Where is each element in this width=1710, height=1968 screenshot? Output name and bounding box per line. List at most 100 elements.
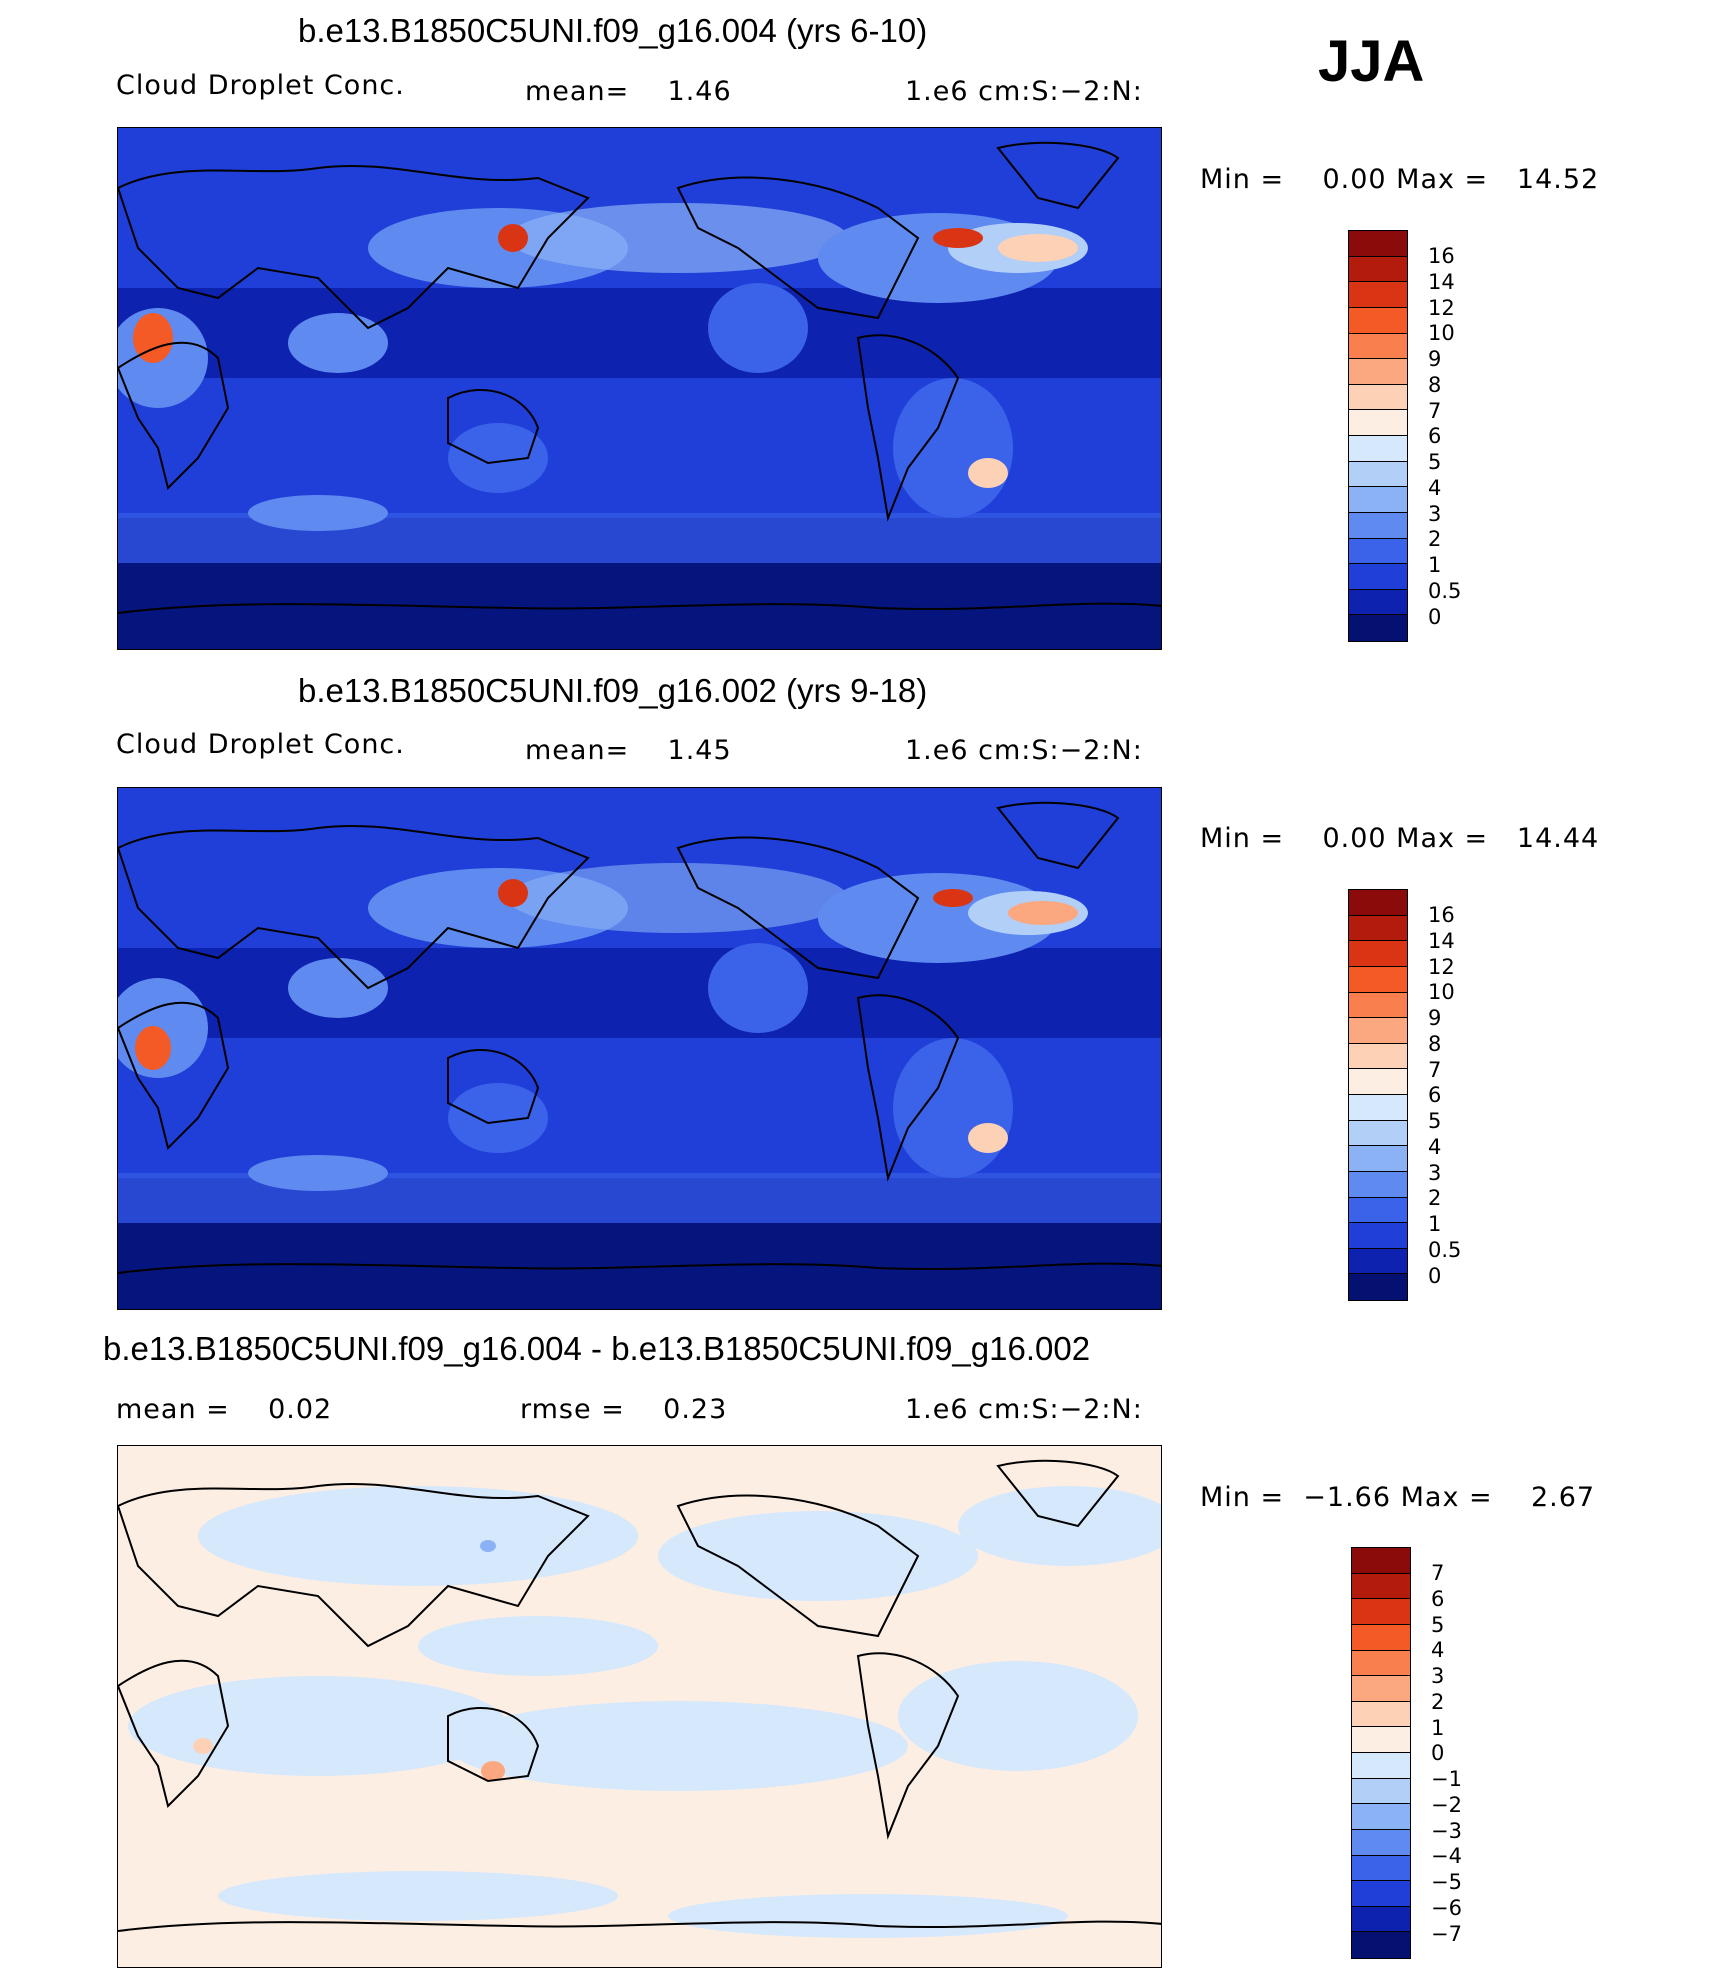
panel-3-colorbar-swatch xyxy=(1352,1753,1410,1779)
panel-1-colorbar-label: 16 xyxy=(1428,244,1455,268)
panel-2-colorbar-swatch xyxy=(1349,890,1407,916)
panel-2-colorbar-label: 2 xyxy=(1428,1186,1442,1211)
panel-3-colorbar xyxy=(1351,1547,1411,1959)
panel-2-colorbar-label: 7 xyxy=(1428,1057,1442,1082)
panel-2-colorbar-label: 8 xyxy=(1428,1031,1442,1056)
panel-2-colorbar-label: 0 xyxy=(1428,1263,1442,1288)
panel-2-colorbar-label: 4 xyxy=(1428,1134,1442,1159)
panel-2-colorbar-swatch xyxy=(1349,1197,1407,1224)
panel-3-colorbar-swatch xyxy=(1352,1804,1410,1830)
panel-2-colorbar-label: 16 xyxy=(1428,903,1455,927)
panel-2-colorbar-swatch xyxy=(1349,1018,1407,1044)
panel-3-colorbar-label: 2 xyxy=(1431,1689,1445,1714)
panel-2-minmax: Min = 0.00 Max = 14.44 xyxy=(1200,823,1600,854)
panel-1-colorbar-label: 2 xyxy=(1428,527,1442,552)
panel-3-colorbar-swatch xyxy=(1352,1650,1410,1677)
panel-2-colorbar-swatch xyxy=(1349,1095,1407,1121)
panel-3-colorbar-label: −5 xyxy=(1431,1870,1462,1894)
panel-1-colorbar-label: 10 xyxy=(1428,321,1455,346)
panel-1-colorbar-label: 0.5 xyxy=(1428,578,1462,603)
panel-2-colorbar-swatch xyxy=(1349,1069,1407,1095)
panel-1-colorbar-label: 7 xyxy=(1428,398,1442,423)
panel-1-variable-label: Cloud Droplet Conc. xyxy=(116,70,405,101)
panel-3-colorbar-swatch xyxy=(1352,1727,1410,1753)
panel-3-title: b.e13.B1850C5UNI.f09_g16.004 - b.e13.B18… xyxy=(103,1330,1091,1367)
panel-3-colorbar-swatch xyxy=(1352,1932,1410,1958)
panel-2-colorbar-label: 12 xyxy=(1428,954,1455,979)
panel-3-colorbar-swatch xyxy=(1352,1778,1410,1805)
panel-2-colorbar-swatch xyxy=(1349,915,1407,942)
panel-1-colorbar-swatch xyxy=(1349,282,1407,308)
panel-3-colorbar-label: −1 xyxy=(1431,1767,1462,1791)
panel-1-colorbar-swatch xyxy=(1349,436,1407,462)
panel-2-colorbar-swatch xyxy=(1349,1223,1407,1249)
panel-1-map xyxy=(117,127,1162,650)
panel-2-colorbar-label: 10 xyxy=(1428,980,1455,1005)
panel-3-colorbar-swatch xyxy=(1352,1599,1410,1625)
panel-2-colorbar-swatch xyxy=(1349,966,1407,993)
panel-2-colorbar-label: 14 xyxy=(1428,928,1455,953)
panel-2-colorbar-label: 5 xyxy=(1428,1109,1442,1133)
panel-1-colorbar-label: 4 xyxy=(1428,475,1442,500)
panel-3-colorbar-swatch xyxy=(1352,1829,1410,1856)
panel-3-colorbar-label: 7 xyxy=(1431,1561,1445,1585)
panel-1-colorbar-label: 1 xyxy=(1428,553,1442,577)
panel-1-colorbar-label: 0 xyxy=(1428,604,1442,629)
panel-1-colorbar-swatch xyxy=(1349,589,1407,616)
panel-1-colorbar-swatch xyxy=(1349,410,1407,436)
panel-1-colorbar xyxy=(1348,230,1408,642)
panel-1-colorbar-swatch xyxy=(1349,461,1407,488)
panel-2-map xyxy=(117,787,1162,1310)
season-label: JJA xyxy=(1318,29,1425,94)
panel-1-colorbar-swatch xyxy=(1349,564,1407,590)
panel-1-colorbar-label: 8 xyxy=(1428,372,1442,397)
panel-1-colorbar-label: 14 xyxy=(1428,269,1455,294)
panel-3-colorbar-swatch xyxy=(1352,1573,1410,1600)
panel-3-colorbar-label: 4 xyxy=(1431,1638,1445,1663)
panel-3-colorbar-swatch xyxy=(1352,1624,1410,1651)
panel-1-colorbar-swatch xyxy=(1349,384,1407,411)
panel-2-colorbar-swatch xyxy=(1349,941,1407,967)
panel-2-colorbar-swatch xyxy=(1349,1171,1407,1198)
panel-2-colorbar xyxy=(1348,889,1408,1301)
panel-2-colorbar-swatch xyxy=(1349,1274,1407,1300)
panel-1-colorbar-label: 5 xyxy=(1428,450,1442,474)
panel-2-colorbar-swatch xyxy=(1349,1043,1407,1070)
panel-1-colorbar-label: 3 xyxy=(1428,501,1442,526)
panel-1-colorbar-swatch xyxy=(1349,615,1407,641)
panel-3-colorbar-label: 3 xyxy=(1431,1664,1445,1688)
panel-3-colorbar-swatch xyxy=(1352,1906,1410,1933)
panel-2-colorbar-swatch xyxy=(1349,1120,1407,1147)
panel-1-colorbar-swatch xyxy=(1349,256,1407,283)
panel-1-colorbar-label: 12 xyxy=(1428,295,1455,320)
panel-1-colorbar-label: 9 xyxy=(1428,347,1442,371)
panel-1-colorbar-swatch xyxy=(1349,231,1407,257)
panel-2-colorbar-label: 6 xyxy=(1428,1083,1442,1108)
panel-3-colorbar-swatch xyxy=(1352,1548,1410,1574)
panel-3-colorbar-label: 0 xyxy=(1431,1741,1445,1766)
panel-3-colorbar-label: −2 xyxy=(1431,1792,1462,1817)
panel-3-colorbar-label: 5 xyxy=(1431,1612,1445,1637)
panel-2-mean-label: mean= 1.45 xyxy=(525,735,732,766)
panel-3-colorbar-label: 6 xyxy=(1431,1586,1445,1611)
panel-2-colorbar-label: 1 xyxy=(1428,1212,1442,1236)
panel-1-minmax: Min = 0.00 Max = 14.52 xyxy=(1200,164,1600,195)
panel-2-title: b.e13.B1850C5UNI.f09_g16.002 (yrs 9-18) xyxy=(298,672,928,709)
panel-2-colorbar-swatch xyxy=(1349,992,1407,1019)
panel-3-mean-label: mean = 0.02 xyxy=(116,1394,333,1425)
panel-2-variable-label: Cloud Droplet Conc. xyxy=(116,729,405,760)
panel-2-colorbar-swatch xyxy=(1349,1248,1407,1275)
panel-3-minmax: Min = −1.66 Max = 2.67 xyxy=(1200,1482,1596,1513)
panel-3-colorbar-label: −6 xyxy=(1431,1895,1462,1920)
panel-1-title: b.e13.B1850C5UNI.f09_g16.004 (yrs 6-10) xyxy=(298,12,928,49)
panel-1-colorbar-swatch xyxy=(1349,333,1407,360)
panel-1-mean-label: mean= 1.46 xyxy=(525,76,732,107)
panel-3-rmse-label: rmse = 0.23 xyxy=(520,1394,728,1425)
panel-2-colorbar-swatch xyxy=(1349,1146,1407,1172)
panel-1-colorbar-swatch xyxy=(1349,359,1407,385)
panel-3-colorbar-swatch xyxy=(1352,1855,1410,1882)
panel-3-colorbar-label: −7 xyxy=(1431,1921,1462,1946)
panel-3-colorbar-swatch xyxy=(1352,1701,1410,1728)
panel-2-colorbar-label: 0.5 xyxy=(1428,1237,1462,1262)
panel-3-colorbar-label: −4 xyxy=(1431,1844,1462,1869)
